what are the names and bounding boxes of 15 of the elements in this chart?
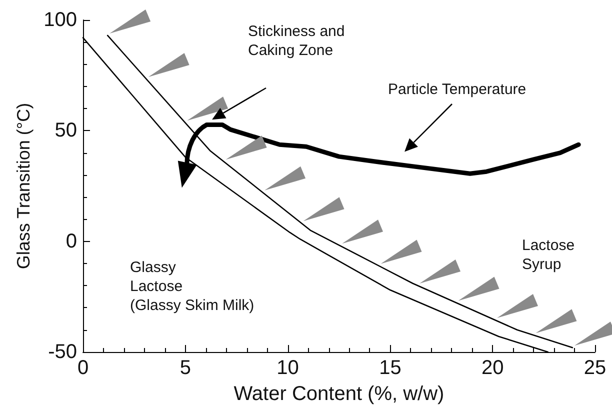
annotation: Lactose Syrup xyxy=(522,236,575,274)
y-tick-label: 0 xyxy=(66,230,77,252)
x-tick-label: 10 xyxy=(276,357,299,379)
x-tick-label: 25 xyxy=(584,357,606,379)
x-axis-title: Water Content (%, w/w) xyxy=(234,383,444,405)
annotation: Glassy Lactose (Glassy Skim Milk) xyxy=(130,258,254,315)
x-tick-label: 20 xyxy=(481,357,504,379)
y-axis-title: Glass Transition (°C) xyxy=(14,102,34,270)
annotation: Stickiness and Caking Zone xyxy=(248,22,345,60)
x-tick-label: 5 xyxy=(180,357,191,379)
x-tick-label: 15 xyxy=(379,357,402,379)
y-tick-label: 100 xyxy=(44,9,77,31)
annotation: Particle Temperature xyxy=(388,80,526,99)
y-tick-label: -50 xyxy=(48,341,77,363)
y-tick-label: 50 xyxy=(54,120,77,142)
